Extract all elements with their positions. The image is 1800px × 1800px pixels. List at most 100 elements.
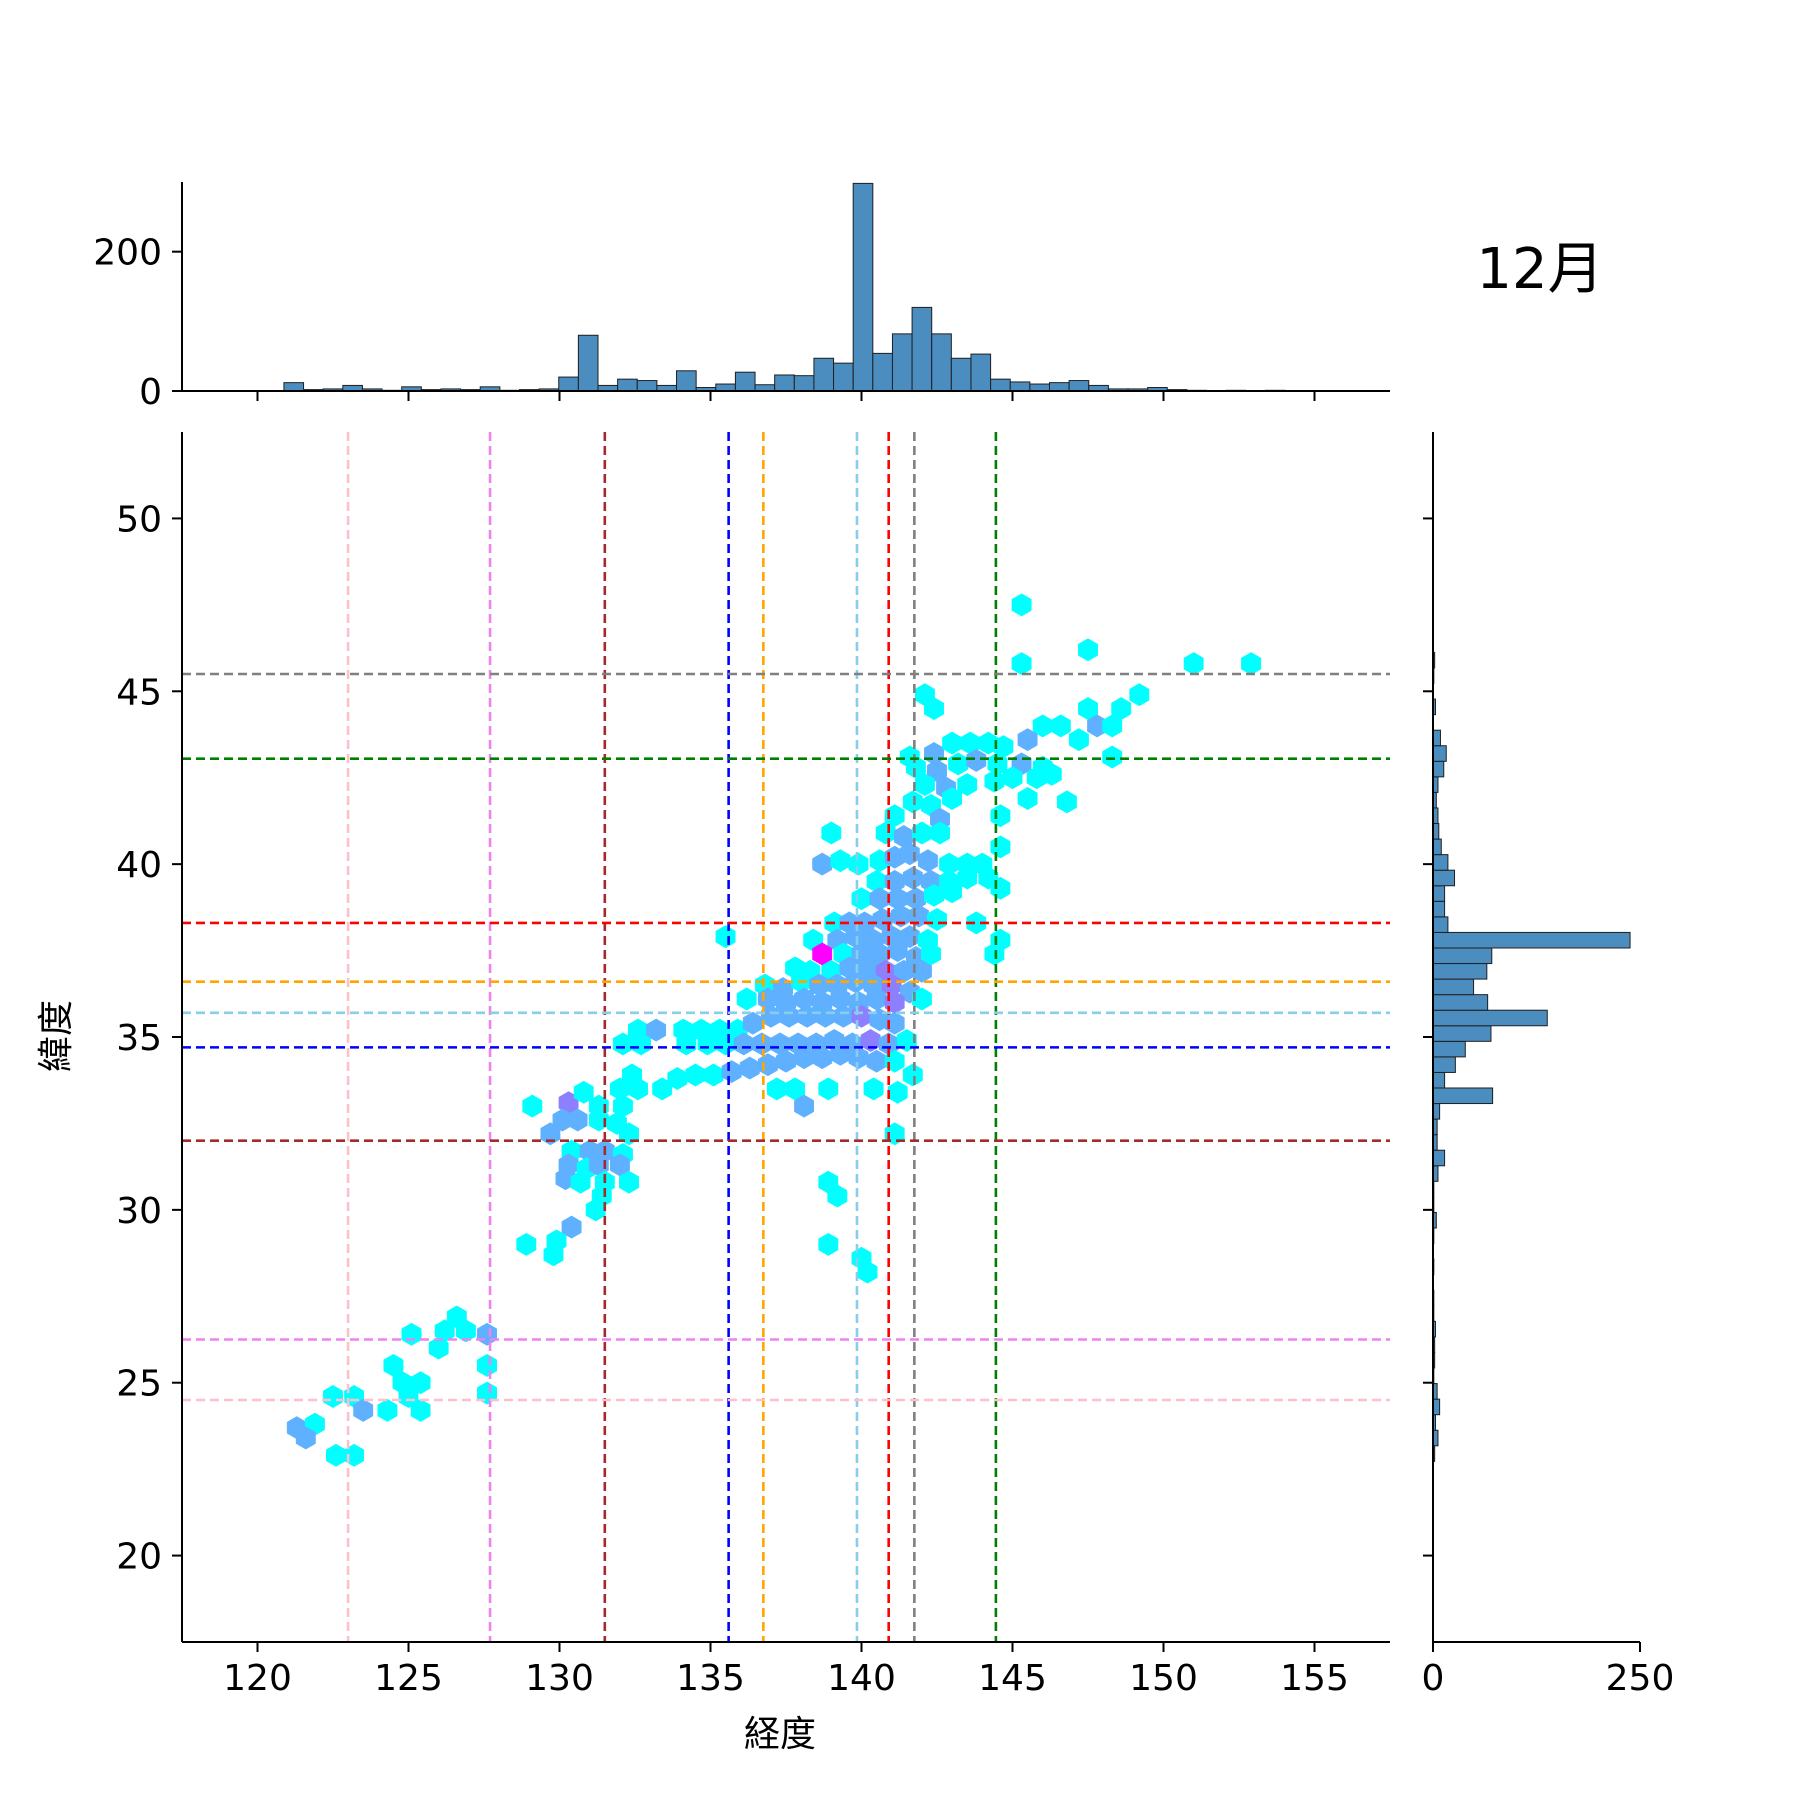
hexbin: [957, 773, 978, 797]
x-tick-label: 130: [525, 1658, 594, 1699]
right-hist-bar: [1432, 1009, 1548, 1027]
hexbin: [984, 942, 1005, 966]
hexbin: [1102, 714, 1123, 738]
hexbin: [863, 1077, 884, 1101]
hexbin: [377, 1398, 398, 1422]
right-hist-bar: [1432, 745, 1447, 762]
hexbin: [869, 887, 890, 911]
hexbin: [455, 1319, 476, 1343]
hexbin: [646, 1018, 667, 1042]
top-hist-bar: [734, 371, 756, 392]
hexbin: [573, 1080, 594, 1104]
top-hist-bar: [950, 357, 972, 392]
hexbin: [715, 925, 736, 949]
hexbin: [1183, 652, 1204, 676]
hexbin: [1011, 652, 1032, 676]
x-tick-label: 120: [223, 1658, 292, 1699]
hexbin: [827, 1184, 848, 1208]
hexbin: [477, 1353, 497, 1377]
main-axes: 120 125 130 135 140 145 150 155 20 25 30 35 40 45 50: [116, 432, 1390, 1699]
top-hist-bar: [813, 357, 835, 392]
top-hist-bar: [833, 362, 854, 392]
hexbin: [543, 1243, 564, 1267]
hexbin: [818, 1077, 839, 1101]
hexbin: [902, 1063, 923, 1087]
x-axis-title: 経度: [744, 1714, 816, 1755]
hexbin: [957, 866, 978, 890]
hexbin: [295, 1426, 316, 1450]
hexbin: [703, 1063, 724, 1087]
hexbin: [927, 908, 947, 931]
hexbin: [818, 1232, 839, 1256]
x-tick-label: 145: [978, 1658, 1047, 1699]
y-tick-label: 30: [116, 1191, 162, 1232]
right-hist-bar: [1432, 900, 1446, 918]
hexbin: [1078, 638, 1098, 662]
hexbin: [848, 1046, 869, 1070]
hexbin: [978, 731, 999, 755]
hexbin: [757, 1053, 778, 1077]
top-hist-bar: [872, 352, 893, 392]
top-hist-bar: [990, 378, 1011, 392]
right-hist-bar: [1432, 1149, 1446, 1167]
hexbin: [914, 773, 935, 797]
hexbin: [739, 1056, 760, 1080]
hexbin: [619, 1170, 639, 1194]
hexbin: [924, 697, 944, 721]
y-tick-label: 35: [116, 1018, 162, 1059]
hexbin: [984, 769, 1005, 793]
hexbin: [875, 821, 896, 845]
hexbin: [848, 852, 869, 876]
top-hist-tick-label: 0: [139, 372, 162, 413]
top-hist-bar: [911, 306, 933, 392]
hexbin: [570, 1170, 591, 1194]
hexbin: [561, 1215, 582, 1239]
hexbin: [477, 1322, 497, 1346]
right-hist-bar: [1432, 838, 1442, 856]
hexbin: [1056, 790, 1077, 814]
hexbin: [830, 1042, 851, 1066]
hexbin: [721, 1060, 742, 1084]
right-hist-bar: [1432, 963, 1488, 980]
right-hist-bar: [1432, 978, 1475, 996]
hexbin: [1002, 766, 1023, 790]
hexbin: [1011, 593, 1032, 617]
right-hist-bar: [1432, 994, 1489, 1011]
top-hist-bar: [283, 382, 305, 392]
top-hist-bar: [774, 374, 795, 392]
hexbin: [942, 731, 963, 755]
hexbin: [555, 1167, 576, 1191]
reference-lines: [182, 432, 1390, 1642]
y-tick-label: 40: [116, 845, 162, 886]
top-hist-bar: [891, 333, 913, 392]
hexbin: [911, 987, 932, 1011]
hexbin: [353, 1398, 374, 1422]
hexbin: [930, 821, 950, 845]
hexbin: [1017, 728, 1038, 752]
hexbin: [676, 1032, 697, 1056]
hexbin: [1017, 787, 1038, 810]
hexbin: [830, 849, 851, 873]
x-tick-label: 125: [374, 1658, 443, 1699]
x-tick-label: 135: [676, 1658, 745, 1699]
hexbin: [990, 835, 1011, 859]
hexbin: [631, 1032, 651, 1056]
hexbin: [326, 1443, 346, 1467]
x-tick-label: 150: [1129, 1658, 1198, 1699]
hexbin-cells: [286, 593, 1262, 1467]
hexbin: [751, 1032, 772, 1056]
y-tick-label: 25: [116, 1364, 162, 1405]
right-hist-bar: [1432, 1040, 1466, 1058]
hexbin: [966, 748, 987, 772]
hexbin: [948, 752, 969, 776]
right-histogram: 0 250: [1422, 432, 1675, 1699]
hexbin: [401, 1322, 422, 1346]
hexbin: [628, 1077, 648, 1101]
hexbin: [516, 1232, 537, 1256]
top-hist-bar: [793, 375, 815, 392]
hexbin: [522, 1094, 543, 1118]
top-histogram: 0 200: [93, 182, 1390, 413]
right-hist-tick-label: 250: [1606, 1658, 1675, 1699]
top-hist-bar: [852, 182, 874, 392]
